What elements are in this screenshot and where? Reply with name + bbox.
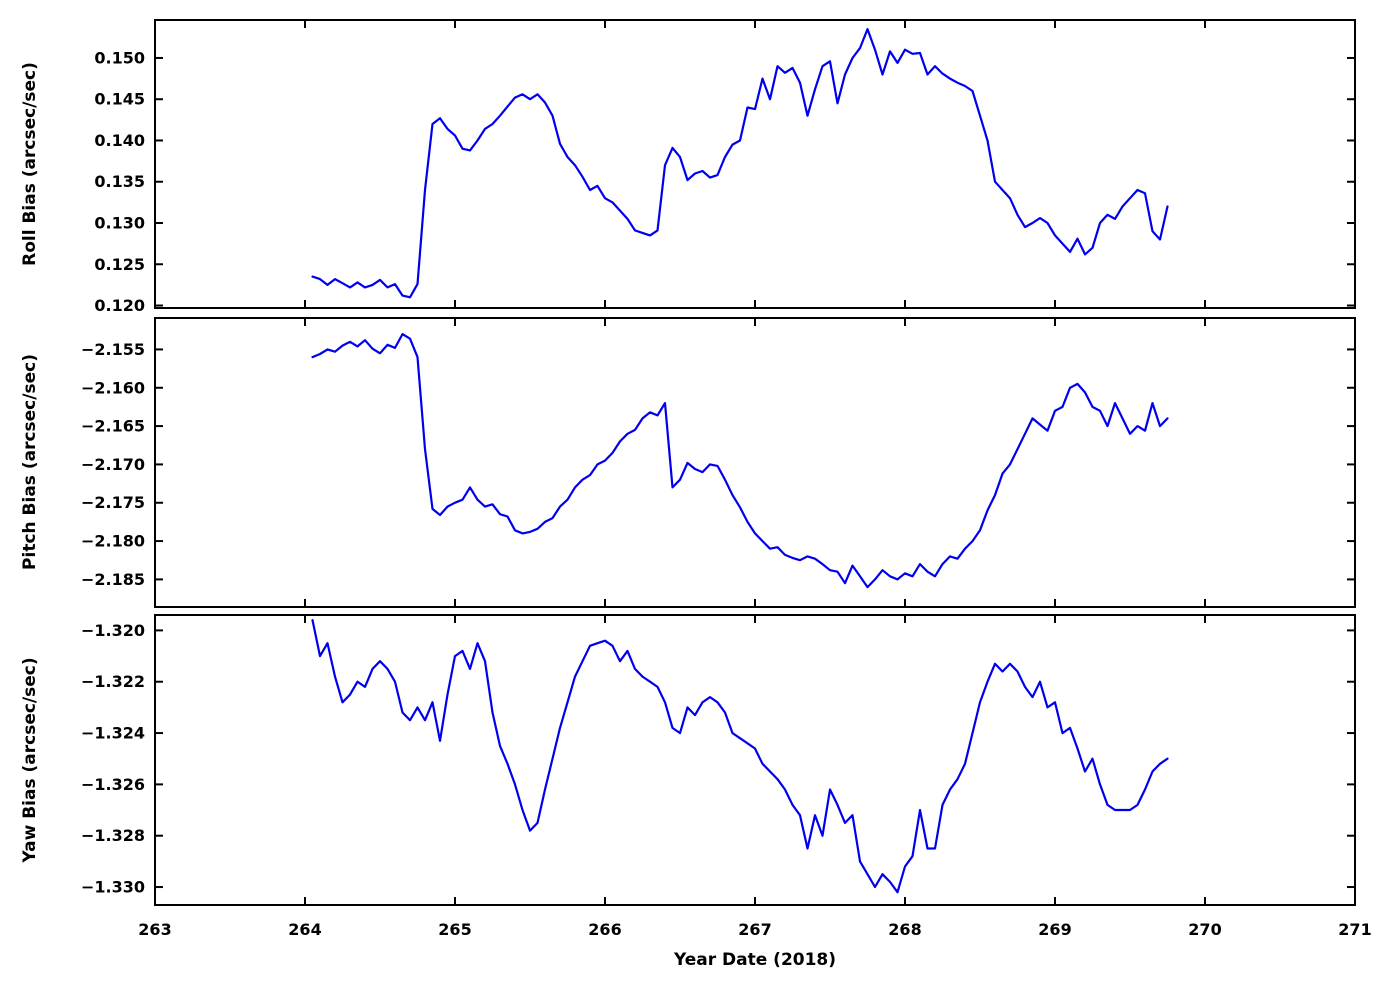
roll-y-tick-label: 0.145 (94, 90, 145, 109)
yaw-y-axis-label: Yaw Bias (arcsec/sec) (20, 657, 40, 863)
yaw-y-tick-label: −1.326 (81, 775, 145, 794)
yaw-y-tick-label: −1.328 (81, 826, 145, 845)
roll-series-line (311, 28, 1169, 299)
panel-roll: 0.120 0.125 0.130 0.135 0.140 0.145 0.150 (94, 19, 1356, 315)
pitch-y-tick-label: −2.180 (81, 532, 145, 551)
yaw-y-tick-label: −1.320 (81, 621, 145, 640)
yaw-y-tick-label: −1.330 (81, 878, 145, 897)
yaw-series-line (311, 618, 1169, 894)
panel-yaw: −1.330 −1.328 −1.326 −1.324 −1.322 −1.320 (81, 614, 1356, 906)
yaw-y-tick-label: −1.324 (81, 724, 145, 743)
pitch-y-tick-label: −2.155 (81, 340, 145, 359)
x-tick-label: 266 (588, 920, 621, 939)
x-tick-label: 263 (138, 920, 171, 939)
x-tick-label: 270 (1188, 920, 1221, 939)
x-tick-label: 265 (438, 920, 471, 939)
roll-y-tick-label: 0.135 (94, 172, 145, 191)
x-tick-label: 269 (1038, 920, 1071, 939)
x-tick-label: 271 (1338, 920, 1371, 939)
pitch-y-tick-label: −2.165 (81, 417, 145, 436)
roll-axes-frame (154, 19, 1356, 309)
roll-y-tick-label: 0.150 (94, 48, 145, 67)
pitch-y-tick-label: −2.170 (81, 455, 145, 474)
x-tick-label: 267 (738, 920, 771, 939)
pitch-y-tick-label: −2.175 (81, 493, 145, 512)
roll-y-tick-label: 0.120 (94, 296, 145, 315)
pitch-series-line (311, 333, 1169, 589)
pitch-axes-frame (154, 317, 1356, 608)
panel-pitch: −2.185 −2.180 −2.175 −2.170 −2.165 −2.160 −2.1… (81, 317, 1356, 608)
yaw-axes-frame (154, 614, 1356, 906)
x-tick-label: 264 (288, 920, 321, 939)
pitch-y-axis-label: Pitch Bias (arcsec/sec) (20, 354, 40, 570)
pitch-y-tick-label: −2.160 (81, 378, 145, 397)
x-axis-label: Year Date (2018) (673, 950, 837, 970)
pitch-y-tick-label: −2.185 (81, 570, 145, 589)
x-tick-label: 268 (888, 920, 921, 939)
roll-y-tick-label: 0.140 (94, 131, 145, 150)
roll-y-tick-label: 0.125 (94, 255, 145, 274)
roll-y-axis-label: Roll Bias (arcsec/sec) (20, 62, 40, 266)
yaw-y-tick-label: −1.322 (81, 672, 145, 691)
roll-y-tick-label: 0.130 (94, 214, 145, 233)
